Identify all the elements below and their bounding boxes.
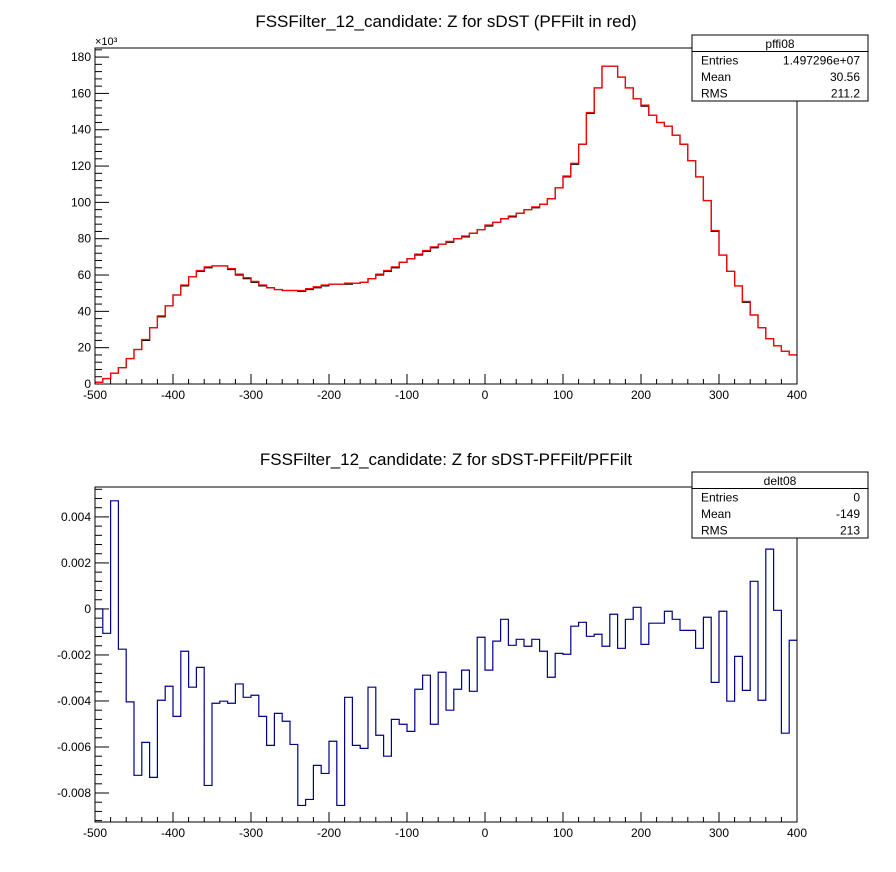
x-tick-label: 100 — [553, 388, 573, 402]
stats-value: 1.497296e+07 — [783, 54, 860, 68]
stats-box-frame — [691, 34, 869, 102]
histogram-series-pffilt — [95, 65, 797, 383]
x-tick-label: 0 — [482, 826, 489, 840]
stats-box-frame — [691, 471, 869, 539]
top-histogram-panel: FSSFilter_12_candidate: Z for sDST (PFFi… — [71, 12, 869, 402]
y-tick-label: 100 — [71, 195, 91, 209]
y-tick-label: -0.008 — [57, 786, 91, 800]
y-tick-label: 80 — [78, 232, 92, 246]
x-tick-label: 200 — [631, 388, 651, 402]
x-tick-label: 300 — [709, 826, 729, 840]
y-tick-label: 180 — [71, 50, 91, 64]
x-tick-label: 400 — [787, 826, 807, 840]
y-tick-label: -0.002 — [57, 648, 91, 662]
y-tick-label: 40 — [78, 304, 92, 318]
stats-label: RMS — [701, 87, 728, 101]
x-tick-label: -100 — [395, 826, 419, 840]
y-tick-label: -0.006 — [57, 740, 91, 754]
stats-value: 0 — [853, 491, 860, 505]
stats-label: Mean — [701, 70, 731, 84]
x-tick-label: 0 — [482, 388, 489, 402]
bottom-chart-title: FSSFilter_12_candidate: Z for sDST-PFFil… — [260, 450, 632, 469]
x-tick-label: -500 — [83, 388, 107, 402]
y-tick-label: -0.004 — [57, 694, 91, 708]
stats-box-name: pffi08 — [765, 37, 794, 51]
x-tick-label: -200 — [317, 388, 341, 402]
stats-value: 213 — [840, 524, 860, 538]
stats-label: Entries — [701, 491, 738, 505]
y-tick-label: 0 — [84, 602, 91, 616]
y-tick-label: 20 — [78, 341, 92, 355]
x-tick-label: 300 — [709, 388, 729, 402]
x-tick-label: -100 — [395, 388, 419, 402]
stats-box: pffi08 Entries 1.497296e+07 Mean 30.56 RMS 211… — [691, 34, 869, 102]
stats-value: 30.56 — [830, 70, 860, 84]
stats-value: 211.2 — [831, 87, 860, 101]
x-tick-label: 200 — [631, 826, 651, 840]
y-multiplier-label: ×10³ — [95, 36, 118, 48]
stats-value: -149 — [836, 507, 860, 521]
x-tick-label: 400 — [787, 388, 807, 402]
x-tick-label: -400 — [161, 388, 185, 402]
y-tick-label: 160 — [71, 86, 91, 100]
top-chart-title: FSSFilter_12_candidate: Z for sDST (PFFi… — [255, 12, 636, 31]
x-tick-label: -300 — [239, 388, 263, 402]
y-tick-label: 0.002 — [61, 556, 91, 570]
x-tick-label: -300 — [239, 826, 263, 840]
y-tick-label: 140 — [71, 123, 91, 137]
y-tick-label: 120 — [71, 159, 91, 173]
y-tick-label: 60 — [78, 268, 92, 282]
x-tick-label: -200 — [317, 826, 341, 840]
histogram-series-delt08 — [95, 500, 797, 807]
y-tick-label: 0.004 — [61, 510, 91, 524]
stats-label: Mean — [701, 507, 731, 521]
y-tick-label: 0 — [84, 377, 91, 391]
stats-label: RMS — [701, 524, 728, 538]
histogram-series-sdst — [95, 65, 797, 383]
stats-label: Entries — [701, 54, 738, 68]
stats-box-name: delt08 — [764, 474, 797, 488]
plot-frame — [94, 47, 798, 385]
bottom-histogram-panel: FSSFilter_12_candidate: Z for sDST-PFFil… — [57, 450, 869, 840]
x-tick-label: -500 — [83, 826, 107, 840]
stats-box: delt08 Entries 0 Mean -149 RMS 213 — [691, 471, 869, 539]
x-tick-label: -400 — [161, 826, 185, 840]
x-tick-label: 100 — [553, 826, 573, 840]
